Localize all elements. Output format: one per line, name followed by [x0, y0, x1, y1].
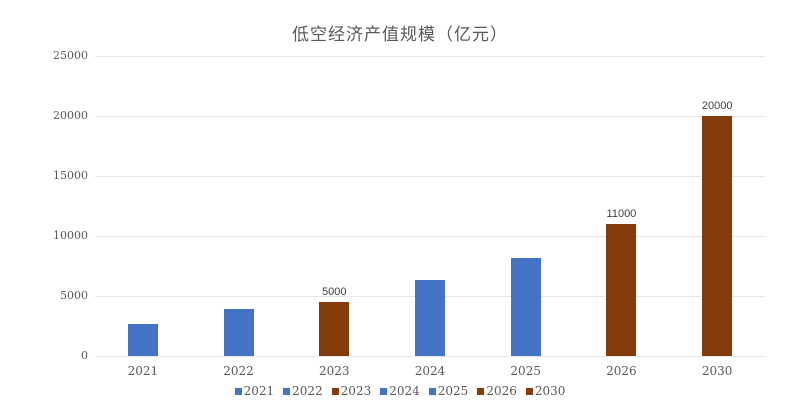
- bar-2023: [319, 302, 350, 356]
- legend-swatch-icon: [428, 387, 436, 395]
- legend-swatch-icon: [283, 387, 291, 395]
- x-tick-label: 2024: [414, 364, 446, 378]
- legend-label: 2026: [486, 384, 517, 398]
- legend-label: 2022: [292, 384, 323, 398]
- x-tick-label: 2030: [701, 364, 733, 378]
- x-tick-label: 2026: [606, 364, 637, 378]
- bar-2022: [223, 309, 254, 356]
- bar-2024: [415, 280, 445, 356]
- legend-item[interactable]: 2025: [428, 384, 469, 398]
- bar-2030: [702, 116, 733, 356]
- y-tick-label: 0: [81, 349, 88, 362]
- legend-label: 2023: [340, 384, 372, 398]
- data-label: 11000: [606, 208, 637, 220]
- gridline: [95, 356, 765, 357]
- y-tick-label: 20000: [53, 109, 88, 122]
- bar-2026: [606, 224, 637, 356]
- legend: 2021 2022 2023 2024 2025 2026 2030: [0, 384, 800, 398]
- y-tick-label: 25000: [53, 49, 88, 62]
- legend-item[interactable]: 2024: [380, 384, 420, 398]
- legend-swatch-icon: [380, 387, 388, 395]
- legend-label: 2024: [389, 384, 420, 398]
- y-tick-label: 10000: [53, 229, 88, 242]
- legend-item[interactable]: 2026: [477, 384, 517, 398]
- legend-item[interactable]: 2022: [283, 384, 323, 398]
- legend-label: 2021: [243, 384, 275, 398]
- legend-label: 2030: [534, 384, 566, 398]
- x-tick-label: 2025: [510, 364, 541, 378]
- y-tick-label: 15000: [53, 169, 88, 182]
- plot-area: 5000 11000 20000: [95, 56, 765, 357]
- chart-title: 低空经济产值规模（亿元）: [292, 25, 508, 45]
- bar-2021: [127, 323, 158, 356]
- gridline: [95, 236, 765, 237]
- y-tick-label: 5000: [60, 289, 88, 302]
- x-tick-label: 2022: [223, 364, 254, 378]
- legend-item[interactable]: 2023: [331, 384, 372, 398]
- gridline: [95, 176, 765, 177]
- gridline: [95, 56, 765, 57]
- legend-item[interactable]: 2021: [234, 384, 275, 398]
- gridline: [95, 116, 765, 117]
- legend-swatch-icon: [331, 387, 339, 395]
- legend-swatch-icon: [525, 387, 533, 395]
- bar-2025: [510, 257, 541, 356]
- data-label: 20000: [701, 100, 733, 112]
- legend-item[interactable]: 2030: [525, 384, 566, 398]
- legend-label: 2025: [437, 384, 469, 398]
- x-tick-label: 2021: [127, 364, 159, 378]
- data-label: 5000: [322, 286, 347, 298]
- legend-swatch-icon: [477, 387, 485, 395]
- legend-swatch-icon: [234, 387, 242, 395]
- x-tick-label: 2023: [319, 364, 350, 378]
